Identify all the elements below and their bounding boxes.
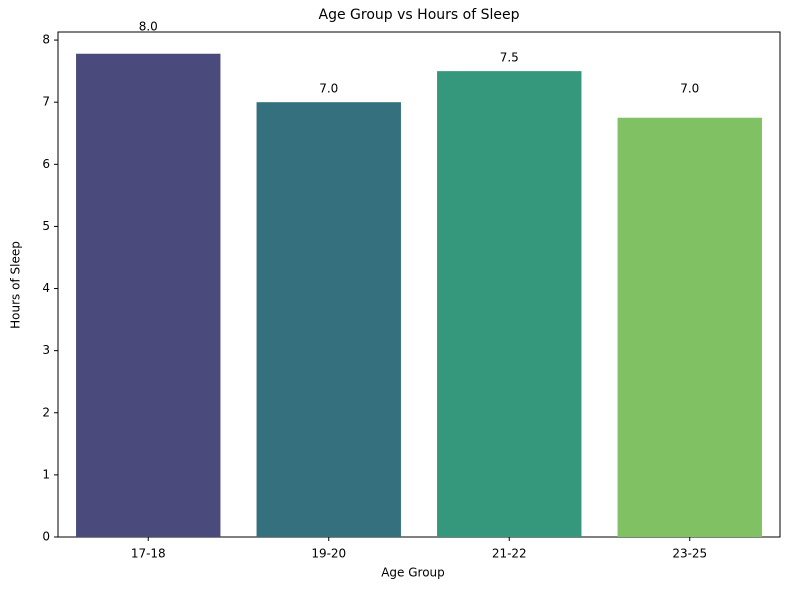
bar — [256, 102, 401, 538]
y-tick-label: 5 — [42, 219, 50, 233]
y-tick-label: 4 — [42, 281, 50, 295]
plot-frame — [57, 31, 781, 538]
y-tick-label: 3 — [42, 343, 50, 357]
x-tick-label: 17-18 — [131, 547, 166, 561]
y-tick-label: 1 — [42, 467, 50, 481]
y-tick-label: 0 — [42, 530, 50, 544]
x-axis-label: Age Group — [381, 566, 445, 580]
data-label: 7.0 — [680, 82, 699, 96]
bar — [76, 53, 221, 537]
chart-title: Age Group vs Hours of Sleep — [319, 7, 520, 23]
data-label: 7.5 — [500, 51, 519, 65]
y-tick-label: 6 — [42, 157, 50, 171]
y-axis-label: Hours of Sleep — [9, 241, 23, 329]
x-tick-label: 21-22 — [492, 547, 527, 561]
data-label: 7.0 — [319, 82, 338, 96]
y-tick-label: 7 — [42, 95, 50, 109]
data-label: 8.0 — [139, 20, 158, 34]
x-tick-label: 19-20 — [311, 547, 346, 561]
y-tick-label: 2 — [42, 405, 50, 419]
bar — [437, 71, 582, 537]
x-tick-label: 23-25 — [672, 547, 707, 561]
y-tick-label: 8 — [42, 33, 50, 47]
bar — [617, 117, 762, 538]
